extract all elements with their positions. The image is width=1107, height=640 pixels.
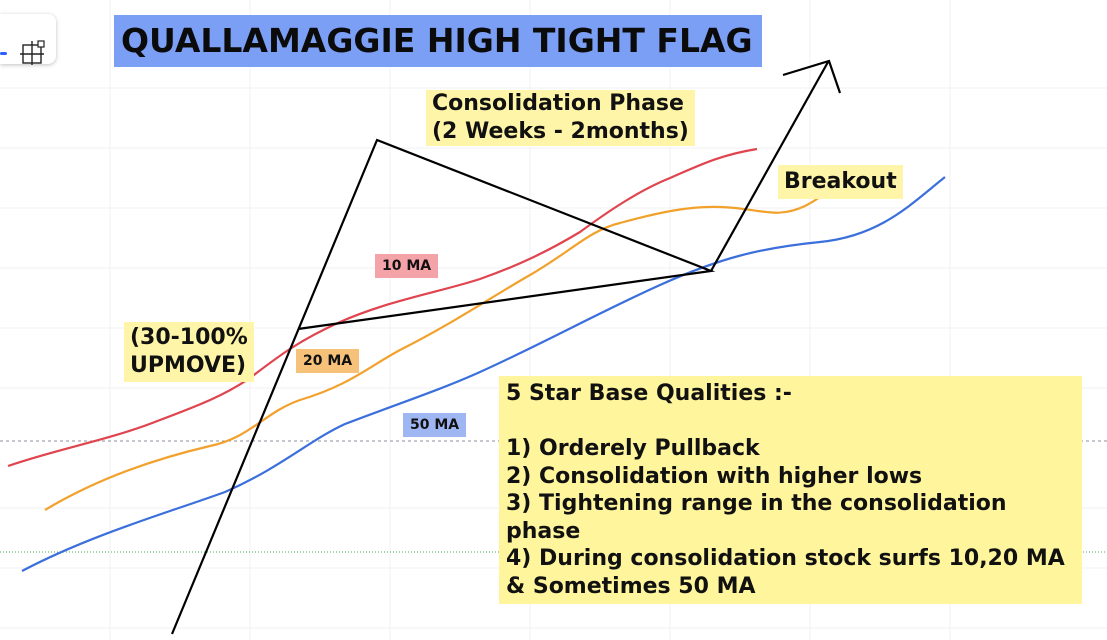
ma-50-tag: 50 MA [403,413,467,437]
quality-item: phase [506,518,581,544]
quality-item: 4) During consolidation stock surfs 10,2… [506,546,1065,571]
ma-10-tag: 10 MA [375,254,439,278]
qualities-spacer [506,408,1082,436]
upmove-label-line1: (30-100% [130,325,248,350]
quality-item: 3) Tightening range in the consolidation [506,491,1007,516]
quality-item: & Sometimes 50 MA [506,573,756,599]
upmove-label: (30-100% UPMOVE) [124,322,254,382]
ma-10-line [7,147,758,468]
upmove-label-line2: UPMOVE) [130,353,247,378]
qualities-heading: 5 Star Base Qualities :- [506,381,792,406]
ma-20-line [44,171,851,511]
price-path [170,59,842,635]
consolidation-label-line1: Consolidation Phase [432,91,684,116]
toolbar-indicator [0,52,7,55]
base-qualities-note: 5 Star Base Qualities :- 1) Orderely Pul… [499,376,1082,604]
quality-item: 1) Orderely Pullback [506,436,760,461]
ma-50-line [21,176,946,572]
breakout-label: Breakout [778,165,903,199]
crosshair-move-icon [20,40,45,65]
chart-title: QUALLAMAGGIE HIGH TIGHT FLAG [114,15,762,67]
drawing-toolbar-button[interactable] [0,14,56,65]
quality-item: 2) Consolidation with higher lows [506,463,923,489]
ma-20-tag: 20 MA [296,349,360,373]
consolidation-label: Consolidation Phase (2 Weeks - 2months) [426,90,695,146]
consolidation-label-line2: (2 Weeks - 2months) [432,119,689,144]
